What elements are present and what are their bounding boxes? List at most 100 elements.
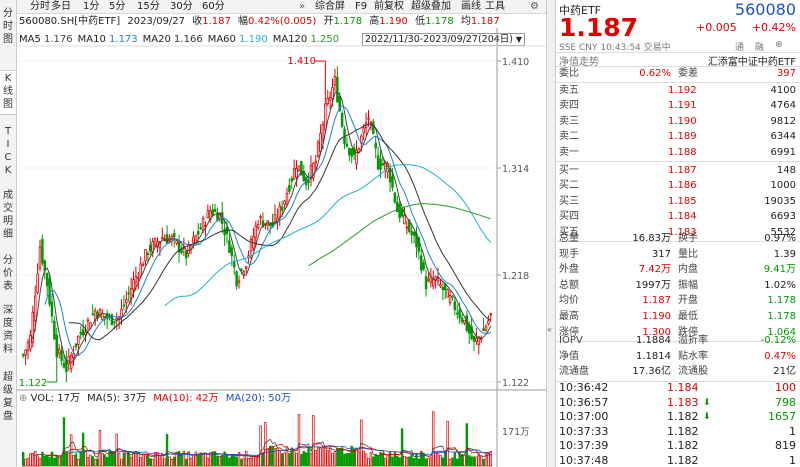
volume-bar	[424, 458, 428, 467]
bid-volume: 6693	[770, 211, 796, 223]
candle-body	[211, 209, 214, 216]
toolbar-5[interactable]: 工具	[485, 1, 505, 12]
volume-bar	[487, 453, 490, 467]
volume-bar	[117, 452, 121, 467]
volume-bar	[151, 458, 154, 467]
value: 1.178	[767, 295, 796, 307]
volume-bar	[460, 454, 464, 467]
bid-row[interactable]: 买五 1.183 5532	[556, 225, 800, 240]
period-toolbar: 分时 多日 1分 5分 15分 30分 60分 综合屏 F9 前复权 超级叠加 画线 工具 » ⚙	[17, 0, 546, 14]
volume-bar	[326, 450, 329, 467]
period-0[interactable]: 分时	[30, 1, 50, 12]
collapse-arrow-icon[interactable]: «	[547, 325, 552, 334]
candle-body	[79, 332, 82, 335]
low-annotation: 1.122	[19, 378, 48, 389]
ask-row[interactable]: 卖三 1.190 9812	[556, 114, 800, 129]
ask-row[interactable]: 卖五 1.192 4100	[556, 83, 800, 98]
label: 总量	[559, 233, 579, 244]
bid-row[interactable]: 买二 1.186 1000	[556, 178, 800, 193]
volume-bar	[81, 432, 85, 467]
toolbar-2[interactable]: 前复权	[374, 1, 404, 12]
toolbar-0[interactable]: 综合屏	[315, 1, 345, 12]
bid-row[interactable]: 买一 1.187 148	[556, 163, 800, 178]
bid-price: 1.184	[668, 211, 697, 223]
volume-bar	[372, 456, 375, 467]
period-6[interactable]: 60分	[202, 1, 225, 12]
volume-bar	[480, 455, 483, 467]
volume-bar	[72, 455, 75, 467]
ask-price: 1.188	[668, 146, 697, 158]
volume-bar	[300, 453, 303, 467]
volume-bar	[333, 451, 337, 467]
volume-bar	[374, 453, 377, 467]
tab-6[interactable]: 超级复盘	[0, 372, 16, 424]
kline-chart-panel[interactable]: 560080.SH[中药ETF] 2023/09/27 收1.187 幅0.42…	[17, 14, 546, 467]
volume-bar	[336, 447, 339, 467]
ma-label: MA60	[207, 34, 240, 45]
stat-row: 最高 1.190 最低 1.178	[556, 309, 800, 325]
volume-bar	[410, 453, 413, 467]
volume-bar	[204, 452, 207, 467]
label: 内盘	[678, 264, 698, 276]
period-4[interactable]: 15分	[137, 1, 160, 12]
tab-4[interactable]: 分价表	[0, 255, 16, 294]
value: 397	[776, 68, 796, 79]
tick-price: 1.184	[667, 381, 699, 394]
tab-0[interactable]: 分时图	[0, 8, 16, 47]
volume-bar	[108, 450, 111, 467]
bid-row[interactable]: 买三 1.185 19035	[556, 194, 800, 209]
volume-settings-icon[interactable]: ⊕	[19, 393, 28, 404]
market-status: SSE CNY 10:43:54 交易中	[559, 43, 671, 53]
value: 7.42万	[638, 264, 671, 276]
label: 跌停	[678, 326, 698, 338]
gear-icon[interactable]: ⚙	[530, 1, 539, 12]
toolbar-3[interactable]: 超级叠加	[411, 1, 451, 12]
candle-body	[374, 142, 377, 149]
toolbar-4[interactable]: 画线	[461, 1, 481, 12]
tag-2[interactable]: ⊕	[775, 40, 783, 50]
volume-bar	[398, 457, 401, 467]
candle-body	[333, 76, 337, 86]
volume-bar	[338, 448, 341, 467]
tab-label-char: 表	[3, 281, 13, 292]
nav-trend-tab[interactable]: 净值走势	[559, 57, 599, 68]
period-2[interactable]: 1分	[83, 1, 100, 12]
tab-label-char: 复	[3, 398, 13, 409]
toolbar-1[interactable]: F9	[355, 1, 368, 12]
label: 最低	[678, 311, 698, 322]
ask-row[interactable]: 卖四 1.191 4764	[556, 98, 800, 113]
ma5-line	[32, 91, 492, 363]
tag-0[interactable]: 通	[735, 43, 745, 53]
volume-bar	[216, 455, 219, 467]
candle-body	[489, 313, 493, 316]
volume-bar	[96, 458, 99, 467]
bid-row[interactable]: 买四 1.184 6693	[556, 209, 800, 224]
candle-body	[98, 309, 102, 318]
candle-body	[482, 328, 485, 331]
tab-5[interactable]: 深度资料	[0, 305, 16, 357]
volume-bar	[331, 453, 334, 467]
period-5[interactable]: 30分	[170, 1, 193, 12]
candle-body	[60, 350, 63, 361]
period-3[interactable]: 5分	[109, 1, 126, 12]
candle-body	[292, 168, 296, 180]
double-chevron-icon[interactable]: »	[299, 1, 306, 12]
candle-body	[427, 278, 430, 282]
kline-canvas[interactable]: 1.410 1.314 1.218 1.122 171万 1.410 1.122	[17, 14, 546, 467]
panel-splitter[interactable]: «	[546, 0, 556, 467]
tag-1[interactable]: 融	[755, 43, 765, 53]
candle-body	[448, 295, 452, 303]
volume-bar	[137, 452, 140, 467]
tab-3[interactable]: 成交明细	[0, 190, 16, 242]
tab-label-char: 价	[3, 268, 13, 279]
candle-body	[280, 206, 284, 211]
fund-name: 汇添富中证中药ETF	[707, 57, 796, 68]
volume-bar	[249, 457, 253, 467]
volume-bar	[122, 452, 126, 467]
ask-row[interactable]: 卖一 1.188 6991	[556, 145, 800, 160]
period-1[interactable]: 多日	[51, 1, 71, 12]
ask-row[interactable]: 卖二 1.189 6344	[556, 129, 800, 144]
candle-body	[432, 279, 435, 287]
